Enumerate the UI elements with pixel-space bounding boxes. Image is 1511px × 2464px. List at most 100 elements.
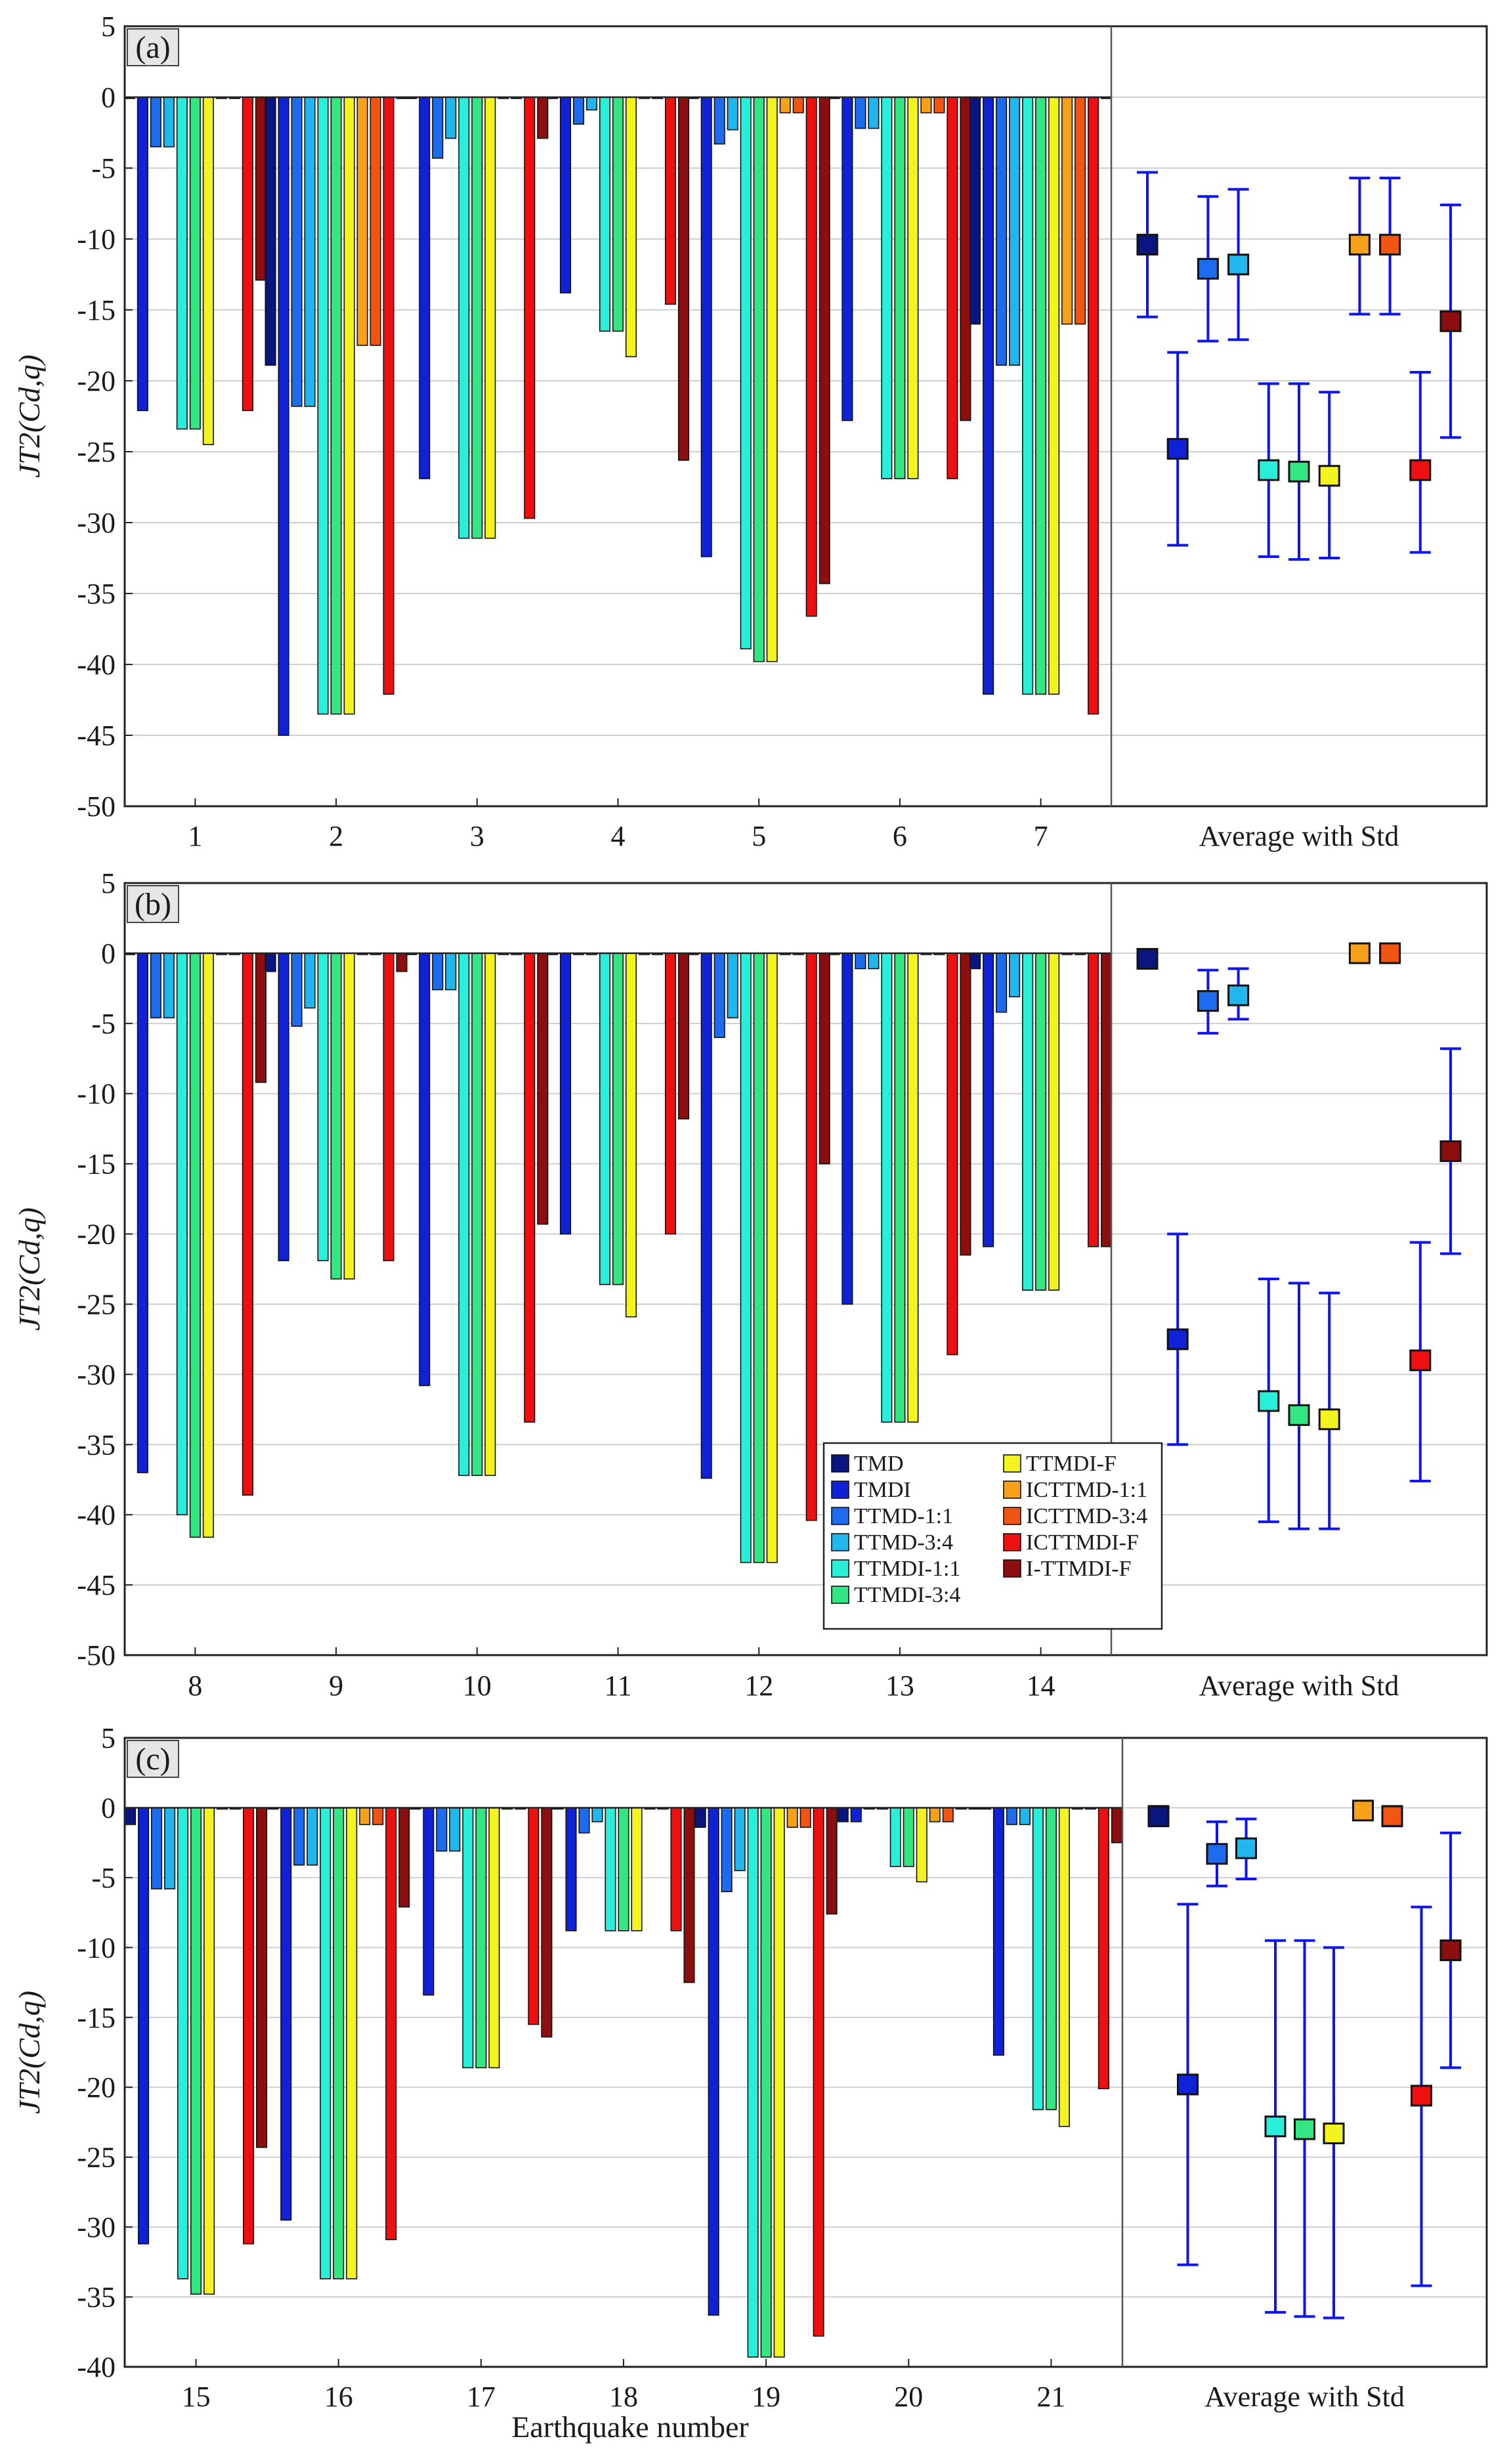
- panel-frame: [123, 1737, 1488, 2368]
- x-tick-label: 2: [329, 820, 343, 852]
- bar-ttmdi-1-1-eq16: [320, 1807, 331, 2280]
- x-tick-label: 14: [1027, 1670, 1055, 1702]
- mean-marker-ttmdi-1-1: [1258, 459, 1280, 481]
- bar-ttmdi-f-eq17: [488, 1807, 500, 2069]
- bar-ttmdi-3-4-eq17: [475, 1807, 487, 2069]
- mean-marker-i-ttmdi-f: [1439, 310, 1462, 332]
- bar-tmd-eq9: [265, 953, 276, 972]
- bar-tmdi-eq3: [419, 97, 431, 479]
- mean-marker-icttmdi-f: [1409, 1349, 1432, 1372]
- y-tick-label: -5: [91, 1008, 116, 1040]
- bar-ttmdi-1-1-eq13: [881, 953, 893, 1423]
- y-tick-label: -30: [77, 1358, 116, 1391]
- bar-tmd-eq14: [969, 953, 981, 970]
- panel-frame: [123, 882, 1488, 1656]
- x-tick-label: 12: [744, 1670, 773, 1702]
- bar-ttmdi-f-eq16: [346, 1807, 358, 2280]
- bar-ttmdi-f-eq19: [773, 1807, 785, 2358]
- bar-i-ttmdi-f-eq10: [537, 953, 549, 1225]
- bar-ttmdi-f-eq12: [766, 953, 778, 1563]
- bar-ttmd-3-4-eq12: [727, 953, 738, 1019]
- bar-tmdi-eq1: [137, 97, 148, 412]
- bar-ttmdi-3-4-eq5: [753, 97, 765, 662]
- bar-ttmd-1-1-eq21: [1006, 1807, 1017, 1825]
- bar-ttmd-3-4-eq18: [591, 1807, 603, 1823]
- bar-ttmd-3-4-eq6: [868, 97, 880, 129]
- x-tick-label: 5: [752, 820, 766, 852]
- bar-tmd-eq19: [694, 1807, 706, 1828]
- y-tick-label: -40: [77, 649, 116, 681]
- bar-ttmd-1-1-eq13: [855, 953, 866, 970]
- bar-icttmdi-f-eq19: [813, 1807, 824, 2337]
- bar-ttmdi-1-1-eq8: [176, 953, 188, 1515]
- y-tick-label: 5: [101, 1722, 116, 1754]
- bar-ttmd-1-1-eq5: [713, 97, 725, 145]
- bar-ttmd-1-1-eq7: [996, 97, 1008, 366]
- bar-i-ttmdi-f-eq13: [960, 953, 971, 1256]
- bar-i-ttmdi-f-eq17: [541, 1807, 553, 2038]
- bar-tmdi-eq4: [559, 97, 572, 293]
- bar-tmdi-eq21: [992, 1807, 1004, 2056]
- mean-marker-ttmd-1-1: [1197, 990, 1219, 1012]
- bar-ttmd-1-1-eq15: [151, 1807, 163, 1890]
- y-tick-label: -35: [77, 1429, 116, 1461]
- x-tick-label: 15: [182, 2381, 211, 2413]
- mean-marker-i-ttmdi-f: [1439, 1140, 1462, 1162]
- legend: TMDTMDITTMD-1:1TTMD-3:4TTMDI-1:1TTMDI-3:…: [822, 1442, 1163, 1630]
- bar-ttmdi-3-4-eq12: [753, 953, 765, 1563]
- bar-i-ttmdi-f-eq12: [819, 953, 830, 1165]
- mean-marker-ttmd-1-1: [1206, 1843, 1228, 1865]
- y-tick-label: -20: [77, 365, 116, 397]
- y-tick-label: -25: [77, 2142, 116, 2174]
- bar-tmdi-eq16: [280, 1807, 292, 2221]
- bar-icttmd-1-1-eq2: [356, 97, 368, 346]
- legend-swatch: [1003, 1559, 1021, 1578]
- legend-swatch: [1003, 1507, 1021, 1525]
- bar-ttmdi-1-1-eq6: [881, 97, 893, 479]
- bar-ttmdi-3-4-eq15: [190, 1807, 202, 2295]
- mean-marker-ttmdi-f: [1318, 465, 1340, 487]
- bar-ttmdi-3-4-eq20: [903, 1807, 914, 1867]
- x-tick-label: 3: [470, 820, 484, 852]
- bar-tmd-eq15: [125, 1807, 137, 1825]
- bar-ttmd-1-1-eq3: [432, 97, 444, 159]
- bar-ttmd-3-4-eq17: [449, 1807, 461, 1852]
- bar-ttmdi-1-1-eq15: [177, 1807, 189, 2280]
- y-tick-label: -10: [77, 1078, 116, 1110]
- y-tick-label: -15: [77, 2002, 116, 2034]
- x-tick-label: 13: [885, 1670, 914, 1702]
- bar-tmdi-eq5: [700, 97, 712, 557]
- bar-ttmd-3-4-eq13: [868, 953, 880, 970]
- bar-ttmd-3-4-eq2: [304, 97, 316, 407]
- legend-swatch: [831, 1507, 849, 1525]
- panel-tag: (c): [135, 1742, 170, 1777]
- bar-i-ttmdi-f-eq21: [1111, 1807, 1122, 1844]
- mean-marker-icttmd-3-4: [1379, 234, 1401, 256]
- y-tick-label: 0: [101, 81, 116, 114]
- bar-icttmdi-f-eq10: [524, 953, 536, 1423]
- bar-ttmdi-3-4-eq1: [189, 97, 201, 430]
- bar-ttmd-1-1-eq10: [432, 953, 444, 991]
- bar-tmdi-eq8: [137, 953, 148, 1473]
- bar-icttmdi-f-eq11: [664, 953, 677, 1235]
- bar-ttmd-1-1-eq16: [293, 1807, 305, 1866]
- legend-item-label: TMD: [854, 1452, 904, 1476]
- bar-ttmdi-f-eq4: [625, 97, 637, 358]
- bar-icttmd-3-4-eq20: [942, 1807, 954, 1823]
- y-tick-label: 5: [101, 11, 116, 43]
- y-tick-label: -20: [77, 1219, 116, 1251]
- bar-icttmd-3-4-eq6: [933, 97, 945, 114]
- legend-swatch: [831, 1533, 849, 1551]
- y-tick-label: -15: [77, 294, 116, 326]
- bar-ttmdi-f-eq11: [625, 953, 637, 1318]
- bar-ttmd-3-4-eq15: [164, 1807, 176, 1890]
- y-axis-label: JT2(Cd,q): [12, 1207, 46, 1331]
- bar-icttmdi-f-eq16: [385, 1807, 397, 2241]
- x-tick-label: 21: [1036, 2381, 1065, 2413]
- legend-item-label: TTMDI-F: [1026, 1452, 1117, 1476]
- y-tick-label: -5: [91, 152, 116, 184]
- bar-ttmdi-f-eq8: [202, 953, 214, 1538]
- bar-icttmd-1-1-eq7: [1061, 97, 1073, 325]
- panel-frame: [123, 25, 1488, 808]
- bar-i-ttmdi-f-eq18: [683, 1807, 695, 1983]
